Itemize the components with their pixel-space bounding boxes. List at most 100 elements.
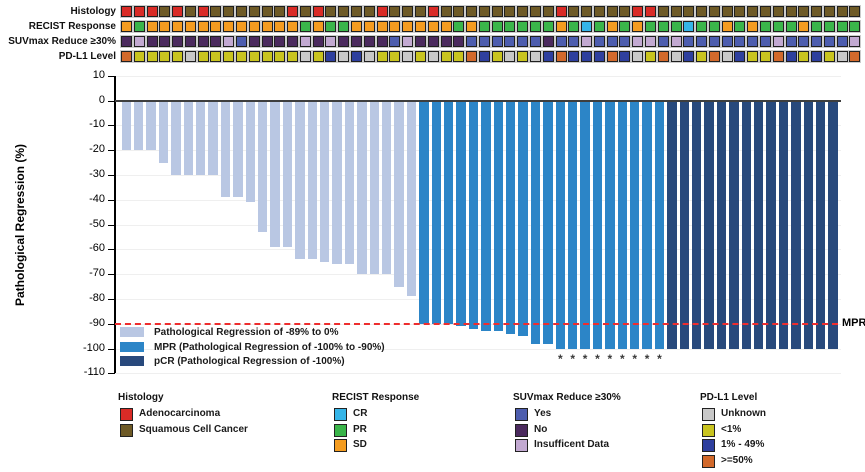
annotation-square-4: [158, 20, 172, 33]
asterisk-bar-39: *: [595, 351, 600, 366]
annotation-square-2: [132, 50, 146, 63]
bar-18-regression: [332, 101, 342, 265]
track-histology: Histology: [0, 5, 865, 20]
annotation-square-38: [592, 35, 606, 48]
bar-45-pcr: [667, 101, 677, 349]
annotation-square-10: [235, 35, 249, 48]
bar-42-mpr: [629, 101, 640, 349]
gridline--100: [115, 348, 841, 350]
track-pdl1-level: PD-L1 Level: [0, 50, 865, 65]
bottom-legend-label-0-0: Adenocarcinoma: [139, 408, 221, 419]
bottom-legend-item-1-0: CR: [332, 407, 419, 423]
bottom-legend-label-1-2: SD: [353, 439, 367, 450]
annotation-square-5: [171, 50, 185, 63]
annotation-square-1: [120, 5, 133, 18]
annotation-square-22: [388, 20, 402, 33]
bottom-legend-label-1-1: PR: [353, 423, 367, 435]
annotation-square-3: [145, 35, 159, 48]
y-tick-label--40: -40: [89, 192, 105, 205]
annotation-square-25: [426, 35, 440, 48]
annotation-square-33: [528, 5, 542, 18]
annotation-square-42: [643, 50, 657, 63]
bottom-legend-item-2-0: Yes: [513, 407, 621, 423]
bar-40-mpr: [605, 101, 615, 349]
annotation-square-5: [171, 5, 185, 18]
annotation-square-52: [771, 20, 785, 33]
annotation-square-58: [848, 35, 862, 48]
annotation-square-18: [337, 5, 351, 18]
y-tick--100: [108, 348, 115, 350]
annotation-square-27: [452, 50, 466, 63]
annotation-square-13: [273, 5, 287, 18]
bar-36-mpr: [555, 101, 566, 349]
annotation-square-30: [490, 50, 504, 63]
annotation-square-17: [324, 50, 338, 63]
bar-5-regression: [171, 101, 181, 175]
annotation-square-41: [631, 50, 645, 63]
annotation-square-2: [132, 20, 146, 33]
annotation-square-41: [631, 20, 645, 33]
bar-21-regression: [369, 101, 380, 275]
bottom-legend-item-0-1: Squamous Cell Cancer: [118, 423, 248, 439]
bar-58-pcr: [828, 101, 838, 349]
bottom-legend-title-2: SUVmax Reduce ≥30%: [513, 392, 621, 403]
bar-44-mpr: [654, 101, 665, 349]
annotation-square-23: [401, 35, 415, 48]
bar-30-mpr: [481, 101, 491, 332]
annotation-square-44: [669, 20, 683, 33]
y-tick--110: [108, 373, 115, 375]
annotation-square-17: [324, 35, 338, 48]
annotation-square-8: [209, 35, 223, 48]
y-tick--30: [108, 174, 115, 176]
annotation-square-56: [822, 5, 836, 18]
annotation-square-44: [669, 50, 683, 63]
annotation-square-14: [286, 35, 300, 48]
bottom-legend-label-2-0: Yes: [534, 408, 552, 419]
bottom-legend-1: RECIST Response CR PR SD: [332, 392, 419, 454]
annotation-square-26: [439, 5, 453, 18]
asterisk-bar-36: *: [557, 351, 563, 366]
bar-9-regression: [220, 101, 231, 198]
asterisk-bar-40: *: [607, 351, 613, 366]
track-squares-recist-response: [0, 20, 865, 35]
annotation-tracks: Histology RECIST Response SUVmax Reduce …: [0, 5, 865, 65]
bottom-legend-item-3-3: >=50%: [700, 454, 757, 470]
annotation-square-10: [235, 20, 249, 33]
annotation-square-31: [503, 50, 517, 63]
annotation-square-37: [580, 50, 594, 63]
y-tick-label--50: -50: [89, 217, 105, 230]
annotation-square-16: [311, 20, 325, 33]
annotation-square-18: [337, 50, 351, 63]
bar-7-regression: [195, 101, 206, 175]
bottom-legend-label-3-1: <1%: [721, 423, 742, 435]
annotation-square-22: [388, 50, 402, 63]
y-axis-line: [114, 75, 116, 374]
bar-37-mpr: [567, 101, 578, 349]
bottom-legend-item-1-2: SD: [332, 438, 419, 454]
annotation-square-33: [528, 35, 542, 48]
annotation-square-24: [413, 20, 427, 33]
annotation-square-40: [618, 5, 632, 18]
annotation-square-7: [196, 50, 210, 63]
bar-24-regression: [406, 101, 417, 297]
zero-baseline: [115, 99, 841, 102]
annotation-square-12: [260, 50, 274, 63]
annotation-square-25: [426, 5, 440, 18]
annotation-square-55: [810, 20, 824, 33]
y-tick-label--100: -100: [82, 341, 105, 354]
annotation-square-9: [222, 35, 236, 48]
bar-54-pcr: [778, 101, 789, 349]
annotation-square-6: [183, 20, 197, 33]
track-recist-response: RECIST Response: [0, 20, 865, 35]
y-tick--60: [108, 249, 115, 251]
annotation-square-23: [401, 50, 415, 63]
annotation-square-50: [746, 5, 760, 18]
bar-23-regression: [394, 101, 404, 287]
annotation-square-31: [503, 5, 517, 18]
bar-33-mpr: [518, 101, 528, 337]
annotation-square-57: [835, 20, 849, 33]
y-tick-label-0: 0: [98, 93, 105, 106]
bottom-legend-label-3-0: Unknown: [721, 408, 766, 419]
y-tick--50: [108, 224, 115, 226]
